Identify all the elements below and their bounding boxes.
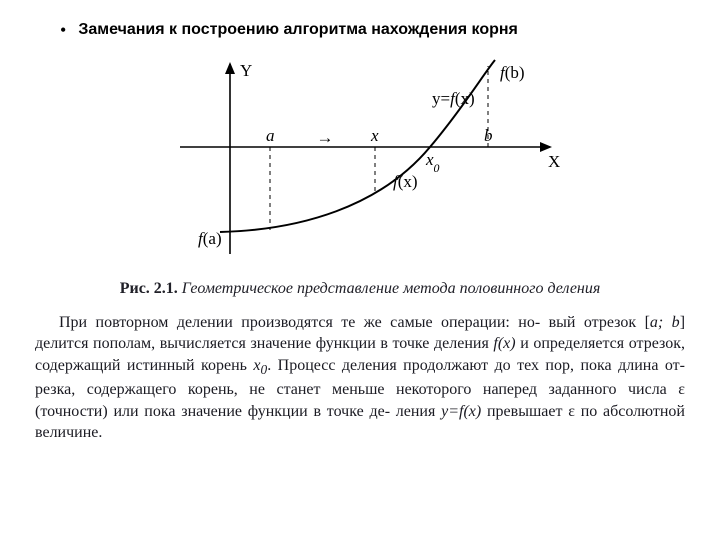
svg-text:y=f(x): y=f(x) bbox=[432, 89, 475, 108]
bisection-diagram: YXa→xbx0f(x)f(a)f(b)y=f(x) bbox=[150, 52, 570, 272]
svg-text:→: → bbox=[317, 128, 334, 147]
fx-inline: f(x) bbox=[493, 335, 515, 352]
heading-row: • Замечания к построению алгоритма нахож… bbox=[60, 20, 685, 42]
svg-text:f(b): f(b) bbox=[500, 63, 525, 82]
bullet-marker: • bbox=[60, 20, 66, 42]
x0-inline: x0 bbox=[253, 357, 267, 374]
yfx-inline: y=f(x) bbox=[441, 403, 481, 420]
svg-text:Y: Y bbox=[240, 61, 252, 80]
svg-text:x: x bbox=[370, 126, 379, 145]
page-heading: Замечания к построению алгоритма нахожде… bbox=[78, 20, 518, 41]
svg-text:f(x): f(x) bbox=[393, 172, 418, 191]
caption-text: Геометрическое представление метода поло… bbox=[182, 280, 601, 297]
figure-caption: Рис. 2.1. Геометрическое представление м… bbox=[35, 280, 685, 298]
seg-ab: a; b bbox=[650, 314, 680, 331]
body-paragraph: При повторном делении производятся те же… bbox=[35, 312, 685, 444]
text-seg-1: При повторном делении производятся те же… bbox=[59, 314, 650, 331]
svg-text:f(a): f(a) bbox=[198, 229, 222, 248]
svg-text:X: X bbox=[548, 152, 560, 171]
figure-container: YXa→xbx0f(x)f(a)f(b)y=f(x) bbox=[35, 52, 685, 272]
caption-number: Рис. 2.1. bbox=[120, 280, 178, 297]
svg-text:a: a bbox=[266, 126, 275, 145]
svg-text:b: b bbox=[484, 126, 493, 145]
